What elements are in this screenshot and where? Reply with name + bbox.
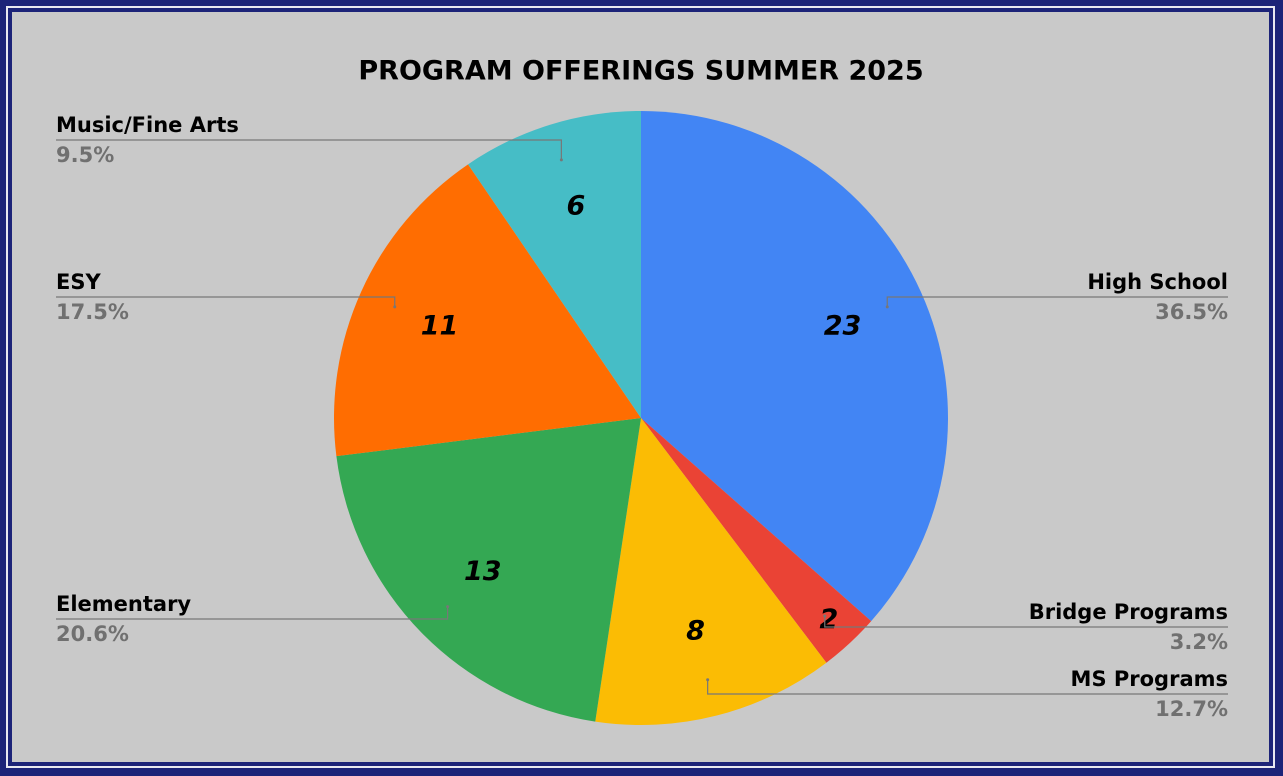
value-label: 8 xyxy=(686,616,705,647)
chart-background: PROGRAM OFFERINGS SUMMER 2025 23 High Sch… xyxy=(12,12,1269,762)
value-label: 2 xyxy=(820,604,839,635)
pie-slice xyxy=(595,418,827,725)
value-label: 6 xyxy=(566,190,585,221)
percentage-label: 17.5% xyxy=(56,300,129,324)
category-label: MS Programs xyxy=(1071,667,1228,691)
chart-title: PROGRAM OFFERINGS SUMMER 2025 xyxy=(358,56,923,87)
percentage-label: 36.5% xyxy=(1155,300,1228,324)
leader-dot xyxy=(559,158,563,162)
category-label: Bridge Programs xyxy=(1029,600,1228,624)
percentage-label: 20.6% xyxy=(56,622,129,646)
percentage-label: 9.5% xyxy=(56,143,114,167)
category-label: Elementary xyxy=(56,592,191,616)
leader-dot xyxy=(706,678,710,682)
value-label: 23 xyxy=(824,311,862,342)
category-label: Music/Fine Arts xyxy=(56,113,239,137)
leader-line xyxy=(56,606,449,620)
pie-slice xyxy=(641,111,948,622)
value-label: 13 xyxy=(464,556,502,587)
percentage-label: 12.7% xyxy=(1155,697,1228,721)
category-label: High School xyxy=(1087,270,1228,294)
leader-dot xyxy=(393,305,397,309)
percentage-label: 3.2% xyxy=(1170,630,1228,654)
category-label: ESY xyxy=(56,270,101,294)
leader-line xyxy=(886,296,1228,307)
pie-slice xyxy=(468,111,641,418)
value-label: 11 xyxy=(421,311,459,342)
leader-line xyxy=(707,679,1228,695)
pie-slice xyxy=(336,418,641,722)
leader-dot xyxy=(446,605,450,609)
leader-dot xyxy=(885,305,889,309)
pie-slice xyxy=(641,418,872,663)
leader-line xyxy=(824,616,1228,628)
pie-slice xyxy=(334,164,641,457)
leader-dot xyxy=(823,614,827,618)
leader-line xyxy=(56,139,562,160)
frame: PROGRAM OFFERINGS SUMMER 2025 23 High Sch… xyxy=(6,6,1275,768)
leader-line xyxy=(56,296,396,307)
